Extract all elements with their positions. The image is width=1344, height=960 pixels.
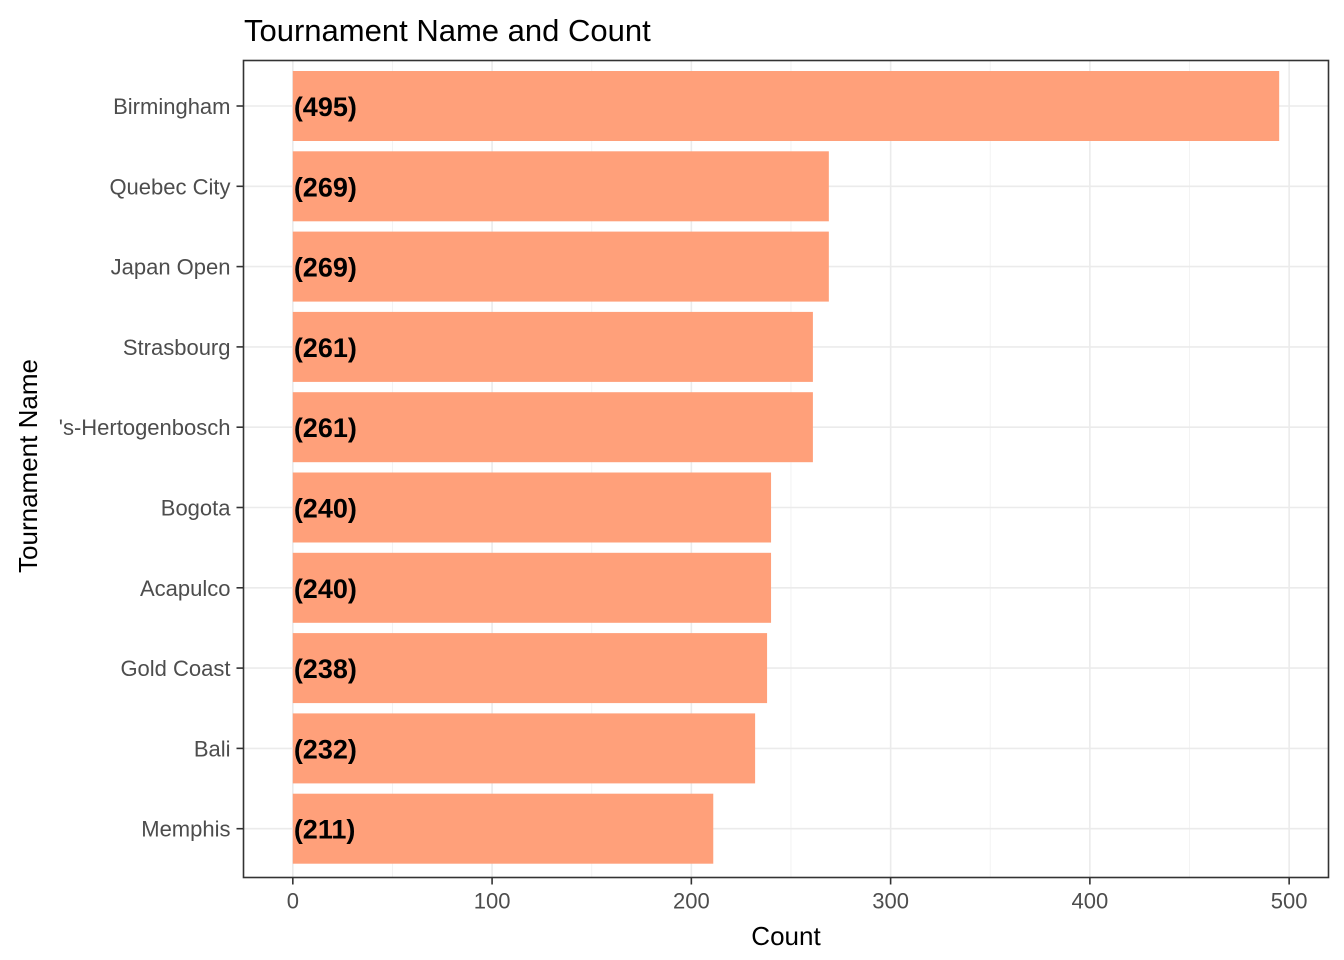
bar-gold-coast [292, 633, 768, 704]
x-tick-label: 100 [474, 889, 511, 914]
data-label: (232) [294, 734, 357, 764]
bar-birmingham [292, 71, 1280, 141]
y-axis: Birmingham Quebec City Japan Open Strasbour… [59, 94, 244, 842]
y-tick-label: Acapulco [140, 576, 231, 601]
bar-s-hertogenbosch [292, 392, 813, 463]
data-label: (269) [294, 253, 357, 283]
data-label: (240) [294, 494, 357, 524]
bar-quebec-city [292, 151, 829, 222]
data-label: (238) [294, 654, 357, 684]
bar-bogota [292, 472, 772, 543]
y-tick-label: Gold Coast [120, 656, 230, 681]
y-tick-label: Birmingham [113, 94, 230, 119]
x-axis-title: Count [751, 921, 821, 951]
data-label: (211) [294, 815, 356, 845]
x-tick-label: 500 [1271, 889, 1308, 914]
chart-title: Tournament Name and Count [244, 13, 651, 48]
y-tick-label: Bogota [161, 496, 231, 521]
y-tick-label: Strasbourg [123, 335, 231, 360]
bar-japan-open [292, 231, 829, 302]
y-tick-label: Japan Open [111, 255, 231, 280]
x-tick-label: 0 [287, 889, 299, 914]
bar-acapulco [292, 552, 772, 623]
x-axis: 0 100 200 300 400 500 [287, 877, 1308, 914]
data-label: (269) [294, 172, 357, 202]
data-label: (261) [294, 413, 357, 443]
bar-strasbourg [292, 311, 813, 382]
y-tick-label: Bali [194, 736, 231, 761]
bars [292, 71, 1280, 864]
bar-memphis [292, 793, 714, 864]
data-labels: (495) (269) (269) (261) (261) (240) (240) (238)… [294, 92, 357, 845]
bar-bali [292, 713, 756, 784]
data-label: (495) [294, 92, 357, 122]
y-tick-label: 's-Hertogenbosch [59, 415, 231, 440]
data-label: (240) [294, 574, 357, 604]
data-label: (261) [294, 333, 357, 363]
y-tick-label: Quebec City [109, 174, 230, 199]
y-axis-title: Tournament Name [13, 359, 43, 573]
y-tick-label: Memphis [141, 817, 230, 842]
plot-border [242, 59, 1330, 879]
x-tick-label: 200 [673, 889, 710, 914]
x-tick-label: 300 [872, 889, 909, 914]
x-tick-label: 400 [1072, 889, 1109, 914]
